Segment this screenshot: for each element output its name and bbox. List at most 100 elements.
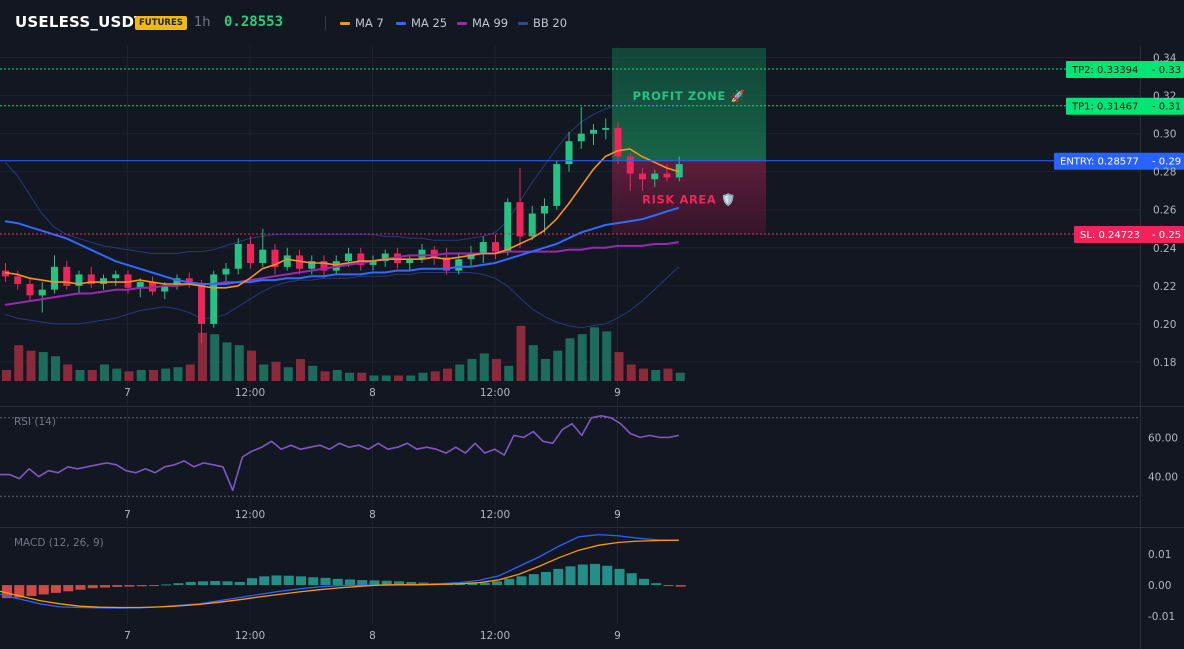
time-axis-tick: 12:00 xyxy=(480,630,510,642)
time-axis-tick: 9 xyxy=(614,509,621,521)
candle-body xyxy=(161,285,169,292)
volume-bar xyxy=(443,368,452,381)
macd-histogram-bar xyxy=(565,566,576,586)
macd-histogram-bar xyxy=(63,585,74,592)
header-divider xyxy=(325,16,326,30)
time-axis-tick: 9 xyxy=(614,630,621,642)
volume-bar xyxy=(430,371,440,381)
volume-bar xyxy=(271,361,281,381)
futures-badge: FUTURES xyxy=(135,16,187,30)
candle-body xyxy=(504,202,512,252)
macd-histogram-bar xyxy=(394,581,404,586)
tp1-axis-label: - 0.31 xyxy=(1152,102,1181,113)
volume-bar xyxy=(541,358,550,381)
legend-ma25[interactable]: MA 25 xyxy=(396,16,447,30)
candle-body xyxy=(614,127,622,157)
volume-bar xyxy=(394,375,403,381)
time-axis-tick: 7 xyxy=(124,387,131,399)
volume-bar xyxy=(565,338,575,381)
bb-lower-line xyxy=(4,266,680,329)
risk-zone-label: RISK AREA 🛡️ xyxy=(642,193,736,207)
candle-body xyxy=(247,243,254,264)
volume-bar xyxy=(504,365,514,381)
time-axis-tick: 9 xyxy=(614,387,621,399)
volume-bar xyxy=(651,369,661,381)
pane-separator-rsi xyxy=(0,406,1184,407)
entry-label: ENTRY: 0.28577 xyxy=(1060,157,1139,168)
ma7-swatch xyxy=(340,22,350,25)
timeframe-label[interactable]: 1h xyxy=(194,15,211,30)
legend-ma7[interactable]: MA 7 xyxy=(340,16,384,30)
volume-bar xyxy=(14,345,24,381)
macd-histogram-bar xyxy=(283,575,294,586)
volume-bar xyxy=(614,352,624,381)
price-axis-tick: 0.24 xyxy=(1153,243,1177,255)
rsi-axis-tick: 60.00 xyxy=(1148,432,1178,444)
candle-body xyxy=(492,242,499,252)
price-axis-tick: 0.22 xyxy=(1153,281,1176,293)
candle-body xyxy=(577,133,585,142)
macd-axis-tick: 0.01 xyxy=(1148,549,1171,561)
candle-body xyxy=(308,261,316,269)
legend-ma7-label: MA 7 xyxy=(355,16,384,30)
macd-histogram-bar xyxy=(38,585,49,595)
candle-body xyxy=(357,253,365,265)
volume-bar xyxy=(222,342,232,381)
tp2-axis-label: - 0.33 xyxy=(1152,65,1181,76)
volume-bar xyxy=(112,368,122,381)
macd-histogram-bar xyxy=(124,585,135,587)
candle-body xyxy=(26,283,34,296)
candle-body xyxy=(565,141,573,165)
macd-histogram-bar xyxy=(100,585,110,588)
time-axis-tick: 12:00 xyxy=(235,509,265,521)
legend-bb20[interactable]: BB 20 xyxy=(518,16,567,30)
legend-ma99[interactable]: MA 99 xyxy=(457,16,508,30)
macd-histogram-bar xyxy=(51,585,61,593)
last-price: 0.28553 xyxy=(224,14,284,30)
macd-axis-tick: 0.00 xyxy=(1148,580,1171,592)
macd-histogram-bar xyxy=(369,580,380,586)
macd-histogram-bar xyxy=(234,581,245,586)
volume-bar xyxy=(590,327,599,381)
macd-histogram-bar xyxy=(577,564,588,586)
price-axis-tick: 0.34 xyxy=(1153,53,1177,65)
ma25-swatch xyxy=(396,22,406,25)
candle-body xyxy=(516,202,524,237)
volume-bar xyxy=(418,372,428,381)
candle-body xyxy=(675,164,683,178)
candle-body xyxy=(553,164,561,206)
macd-histogram-bar xyxy=(320,577,331,586)
volume-bar xyxy=(663,368,673,381)
macd-histogram-bar xyxy=(136,585,147,587)
tp2-label: TP2: 0.33394 xyxy=(1071,65,1138,76)
candle-body xyxy=(443,257,450,271)
bb-upper-line xyxy=(4,102,679,254)
volume-bar xyxy=(283,367,293,381)
candle-body xyxy=(406,259,414,264)
volume-bar xyxy=(136,369,146,381)
candle-body xyxy=(639,173,646,180)
candle-body xyxy=(271,249,279,267)
candle-body xyxy=(87,274,95,284)
candle-body xyxy=(541,205,548,214)
macd-title: MACD (12, 26, 9) xyxy=(14,537,104,549)
macd-histogram-bar xyxy=(590,563,600,586)
macd-histogram-bar xyxy=(516,576,527,586)
volume-bar xyxy=(63,364,73,381)
volume-bar xyxy=(185,364,195,381)
volume-bar xyxy=(345,372,354,381)
macd-histogram-bar xyxy=(87,585,98,589)
time-axis-tick: 12:00 xyxy=(235,630,265,642)
symbol-name[interactable]: USELESS_USDT xyxy=(15,13,145,31)
volume-bar xyxy=(577,334,587,381)
rsi-title: RSI (14) xyxy=(14,416,56,428)
chart-header: USELESS_USDT FUTURES 1h 0.28553 MA 7 MA … xyxy=(0,0,1184,46)
candle-body xyxy=(185,278,193,284)
macd-histogram-bar xyxy=(528,574,539,586)
macd-histogram-bar xyxy=(75,585,86,590)
candle-body xyxy=(467,253,475,260)
candle-body xyxy=(112,274,120,279)
candle-body xyxy=(296,255,303,269)
candle-body xyxy=(602,127,610,130)
